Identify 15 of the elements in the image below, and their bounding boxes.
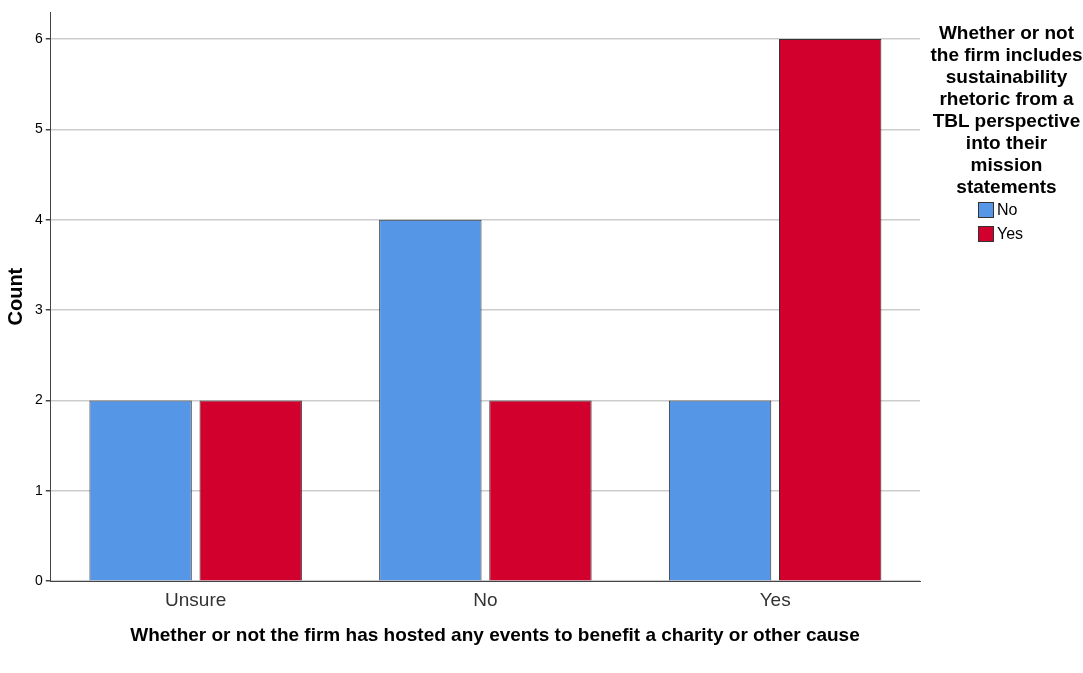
y-tick-label: 3	[34, 301, 43, 318]
y-tick-label: 5	[34, 120, 43, 137]
x-tick-label: Unsure	[165, 588, 227, 610]
x-tick-label: No	[473, 588, 498, 610]
legend-label: No	[997, 201, 1018, 219]
x-tick-label: Yes	[759, 588, 791, 610]
y-tick-label: 1	[34, 481, 43, 498]
x-axis-title: Whether or not the firm has hosted any events to benefit a charity or other cause	[129, 624, 861, 646]
y-tick-label: 6	[34, 29, 43, 46]
legend-title: Whether or not the firm includes sustainability rhetoric from a TBL perspective into their mission statements	[930, 22, 1083, 198]
legend-label: Yes	[997, 225, 1024, 243]
y-axis-title: Count	[3, 267, 26, 326]
y-tick-label: 2	[34, 391, 43, 408]
y-tick-label: 0	[34, 572, 43, 589]
y-tick-label: 4	[34, 210, 43, 227]
